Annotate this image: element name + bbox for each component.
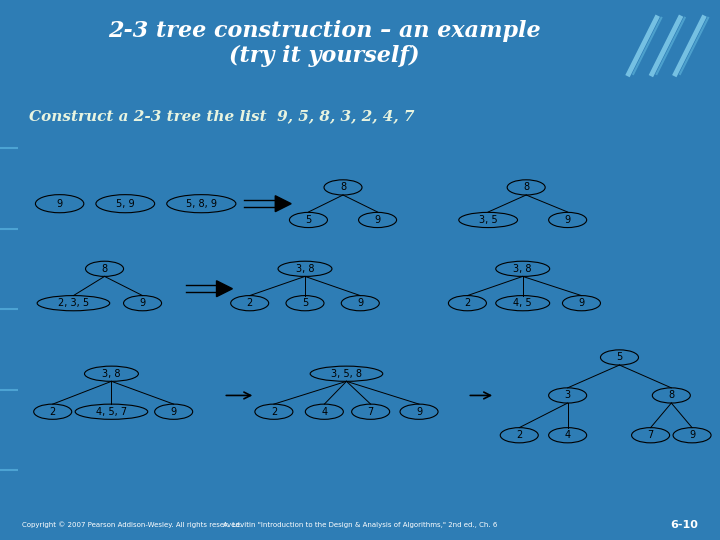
Text: 2: 2 bbox=[516, 430, 523, 440]
Text: 2-3 tree construction – an example
(try it yourself): 2-3 tree construction – an example (try … bbox=[108, 20, 540, 68]
Text: 2, 3, 5: 2, 3, 5 bbox=[58, 298, 89, 308]
Text: 6-10: 6-10 bbox=[670, 520, 698, 530]
Text: 9: 9 bbox=[564, 215, 571, 225]
Text: 9: 9 bbox=[374, 215, 381, 225]
Text: 5, 9: 5, 9 bbox=[116, 199, 135, 208]
Text: 9: 9 bbox=[171, 407, 176, 417]
Text: 9: 9 bbox=[689, 430, 695, 440]
Text: 8: 8 bbox=[668, 390, 675, 401]
Text: 9: 9 bbox=[578, 298, 585, 308]
Text: 5: 5 bbox=[616, 353, 623, 362]
Text: A. Levitin "Introduction to the Design & Analysis of Algorithms," 2nd ed., Ch. 6: A. Levitin "Introduction to the Design &… bbox=[222, 522, 498, 528]
Text: 5: 5 bbox=[305, 215, 312, 225]
Text: 3, 8: 3, 8 bbox=[102, 369, 121, 379]
Polygon shape bbox=[275, 195, 291, 212]
Text: 8: 8 bbox=[102, 264, 107, 274]
Text: 4: 4 bbox=[321, 407, 328, 417]
Text: 5, 8, 9: 5, 8, 9 bbox=[186, 199, 217, 208]
Text: 3, 8: 3, 8 bbox=[296, 264, 314, 274]
Polygon shape bbox=[217, 281, 233, 296]
Text: 7: 7 bbox=[367, 407, 374, 417]
Text: 9: 9 bbox=[57, 199, 63, 208]
Text: 9: 9 bbox=[140, 298, 145, 308]
Text: 3, 5, 8: 3, 5, 8 bbox=[331, 369, 362, 379]
Text: 7: 7 bbox=[647, 430, 654, 440]
Text: 3, 8: 3, 8 bbox=[513, 264, 532, 274]
Text: 3, 5: 3, 5 bbox=[479, 215, 498, 225]
Text: 4, 5: 4, 5 bbox=[513, 298, 532, 308]
Text: 9: 9 bbox=[416, 407, 422, 417]
Text: 2: 2 bbox=[246, 298, 253, 308]
Text: 2: 2 bbox=[271, 407, 277, 417]
Text: 4: 4 bbox=[564, 430, 571, 440]
Text: 2: 2 bbox=[464, 298, 471, 308]
Text: 8: 8 bbox=[523, 183, 529, 192]
Text: 4, 5, 7: 4, 5, 7 bbox=[96, 407, 127, 417]
Text: Construct a 2-3 tree the list  9, 5, 8, 3, 2, 4, 7: Construct a 2-3 tree the list 9, 5, 8, 3… bbox=[29, 109, 414, 123]
Text: 9: 9 bbox=[357, 298, 364, 308]
Text: 5: 5 bbox=[302, 298, 308, 308]
Text: 3: 3 bbox=[564, 390, 571, 401]
Text: 8: 8 bbox=[340, 183, 346, 192]
Text: Copyright © 2007 Pearson Addison-Wesley. All rights reserved.: Copyright © 2007 Pearson Addison-Wesley.… bbox=[22, 522, 242, 529]
Text: 2: 2 bbox=[50, 407, 56, 417]
